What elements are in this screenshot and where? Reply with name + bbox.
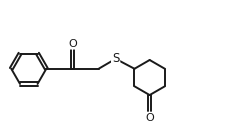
Text: O: O — [145, 113, 154, 123]
Text: S: S — [112, 52, 119, 65]
Text: O: O — [68, 39, 77, 49]
